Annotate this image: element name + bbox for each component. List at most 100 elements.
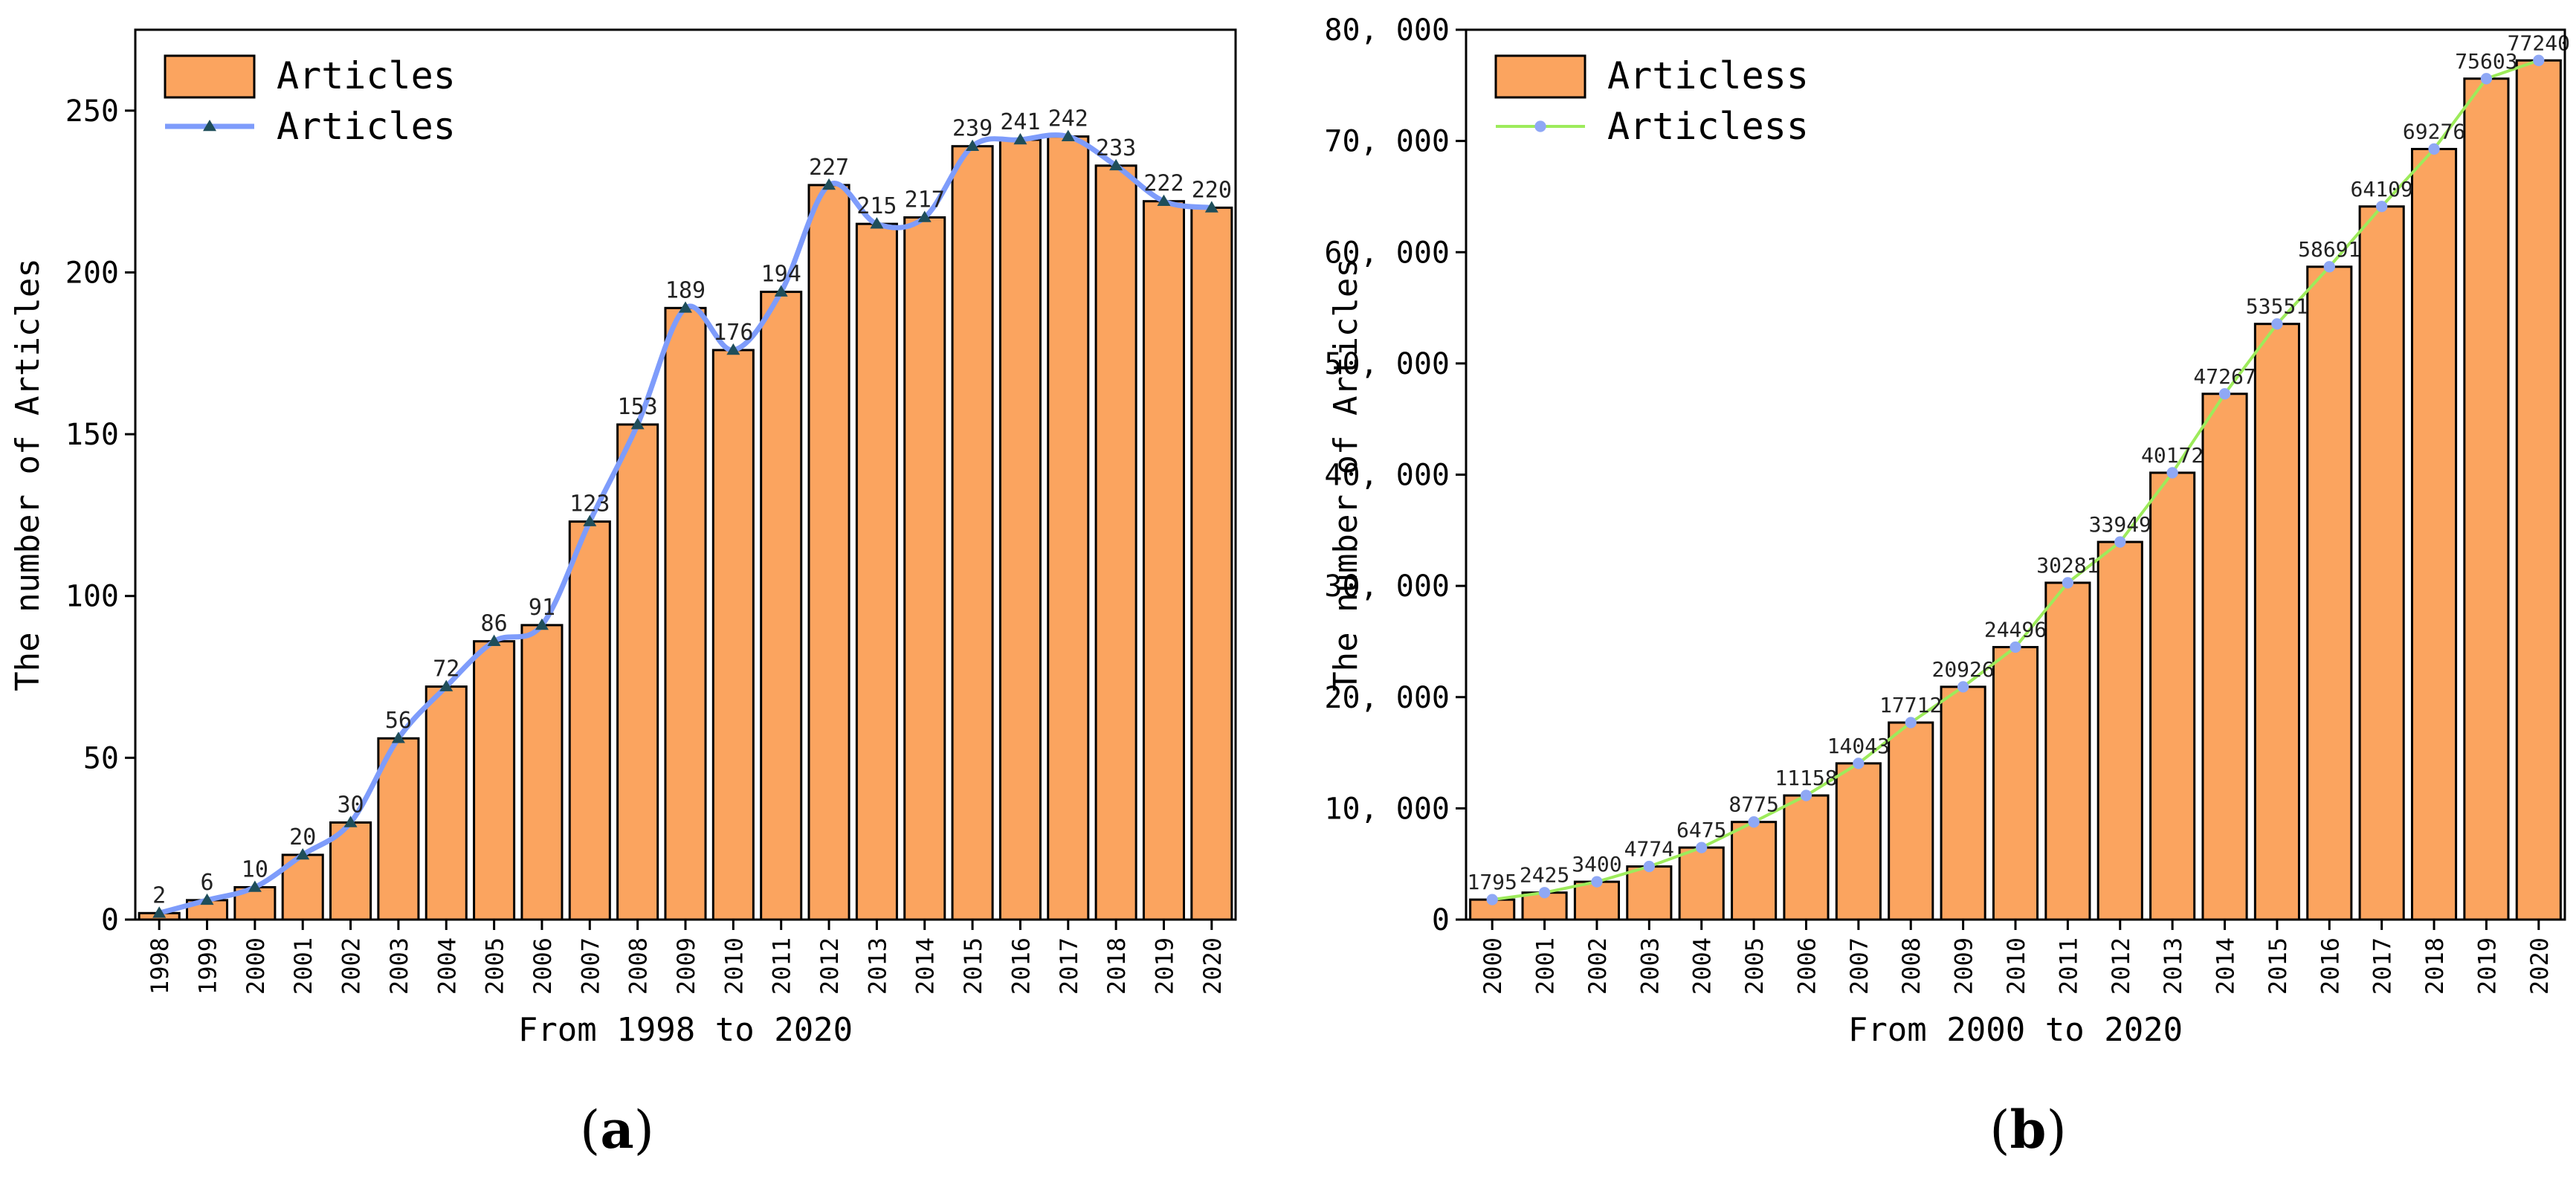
chart-a-x-tick-label: 2017 (1055, 937, 1083, 995)
chart-b-data-label-2002: 3400 (1572, 852, 1621, 876)
chart-b-marker-2020 (2533, 54, 2545, 66)
chart-b-bar-2018 (2410, 147, 2458, 921)
chart-b-data-label-2007: 14043 (1827, 734, 1890, 758)
chart-a-bar-2005 (473, 640, 516, 921)
chart-b-y-axis-label: The number of Articles (1327, 258, 1365, 691)
panel-label-b-letter: b (2010, 1099, 2047, 1160)
chart-b-bar-2010 (1992, 645, 2039, 921)
chart-a-x-tick-label: 2015 (959, 937, 987, 995)
chart-a-x-tick-label: 2000 (242, 937, 270, 995)
chart-a-data-label-2007: 123 (569, 491, 610, 517)
chart-a-bar-2008 (616, 423, 659, 921)
chart-a-x-tick-label: 2006 (529, 937, 557, 995)
chart-b-marker-2009 (1957, 681, 1969, 693)
chart-b-data-label-2019: 75603 (2455, 49, 2517, 74)
chart-b-x-tick-label: 2009 (1950, 937, 1978, 995)
chart-b-legend-bar-swatch (1494, 54, 1586, 99)
chart-b-bar-2005 (1731, 821, 1778, 921)
chart-a-bar-2013 (855, 222, 898, 921)
chart-a-marker-2005 (487, 634, 501, 646)
chart-a-marker-2008 (630, 418, 645, 430)
chart-a-y-tick-label: 0 (101, 903, 119, 937)
chart-a-data-label-2019: 222 (1143, 171, 1184, 197)
chart-b-x-tick-label: 2012 (2107, 937, 2135, 995)
chart-a-x-tick-label: 2010 (720, 937, 748, 995)
chart-a-y-axis-label: The number of Articles (9, 258, 47, 691)
chart-a-data-label-2008: 153 (618, 394, 658, 420)
chart-b-data-label-2008: 17712 (1879, 693, 1942, 717)
chart-b-data-label-2012: 33949 (2089, 512, 2151, 537)
chart-b-marker-2004 (1696, 842, 1708, 853)
chart-a-data-label-2018: 233 (1096, 135, 1136, 161)
chart-b-legend-line-label: Articless (1607, 105, 1809, 148)
chart-a-x-tick-label: 2007 (576, 937, 604, 995)
chart-a-x-tick-label: 1999 (194, 937, 222, 995)
chart-a-marker-2000 (248, 880, 262, 892)
chart-a-data-label-2010: 176 (713, 320, 753, 346)
chart-b-bar-2007 (1835, 762, 1882, 921)
chart-a-marker-1999 (200, 893, 214, 905)
chart-b-marker-2000 (1486, 894, 1498, 905)
chart-a-bar-2018 (1094, 164, 1137, 921)
chart-b-marker-2018 (2428, 143, 2440, 155)
chart-a-bar-2015 (951, 145, 994, 921)
chart-b-marker-2001 (1538, 887, 1551, 899)
chart-b-y-tick-label: 60, 000 (1324, 236, 1450, 270)
chart-a-marker-2020 (1204, 201, 1218, 213)
chart-a-legend-bar-swatch (164, 54, 256, 99)
chart-b-marker-2017 (2376, 201, 2388, 213)
chart-b-x-axis-label: From 2000 to 2020 (1848, 1011, 2183, 1049)
chart-a-x-tick-label: 1998 (146, 937, 174, 995)
chart-a-data-label-2002: 30 (338, 792, 364, 818)
chart-a-bar-2017 (1047, 135, 1090, 921)
chart-b-marker-2005 (1748, 816, 1760, 828)
chart-b-data-label-2017: 64109 (2351, 177, 2413, 201)
chart-b-marker-2007 (1853, 758, 1865, 769)
chart-a-data-label-2009: 189 (665, 277, 706, 303)
chart-a-marker-2004 (439, 679, 453, 691)
chart-a-x-tick-label: 2009 (672, 937, 700, 995)
chart-b-y-tick-label: 10, 000 (1324, 792, 1450, 826)
chart-a-data-label-2016: 241 (1000, 109, 1040, 135)
chart-b-x-tick-label: 2001 (1531, 937, 1560, 995)
chart-b-x-tick-label: 2011 (2054, 937, 2082, 995)
chart-b-x-tick-label: 2005 (1740, 937, 1769, 995)
chart-a-legend-line-label: Articles (277, 105, 456, 148)
panel-label-a: (a) (580, 1099, 654, 1160)
chart-a-x-tick-label: 2002 (338, 937, 366, 995)
chart-a-data-label-2005: 86 (481, 611, 508, 637)
panel-label-a-letter: a (600, 1099, 634, 1160)
chart-b-x-tick-label: 2013 (2159, 937, 2187, 995)
chart-b-y-tick-label: 50, 000 (1324, 347, 1450, 381)
chart-b-marker-2010 (2010, 641, 2021, 653)
chart-a-bar-2009 (664, 306, 707, 921)
chart-a-marker-2011 (774, 285, 788, 297)
chart-b-y-tick-label: 30, 000 (1324, 569, 1450, 604)
chart-b-marker-2002 (1591, 876, 1603, 888)
chart-b-bar-2004 (1678, 846, 1725, 921)
chart-a-x-tick-label: 2004 (433, 937, 461, 995)
chart-b-bar-2016 (2306, 265, 2353, 921)
chart-b-x-tick-label: 2000 (1479, 937, 1507, 995)
chart-a-marker-2014 (917, 210, 932, 222)
chart-a-data-label-2014: 217 (905, 187, 945, 213)
chart-a-y-tick-label: 100 (65, 580, 119, 614)
chart-a-marker-2019 (1157, 194, 1171, 206)
chart-b-data-label-2016: 58691 (2298, 237, 2360, 262)
chart-a-marker-2009 (679, 301, 692, 313)
chart-a-data-label-2015: 239 (952, 116, 992, 142)
chart-a-data-label-2003: 56 (385, 708, 412, 734)
chart-b-y-tick-label: 0 (1432, 903, 1450, 937)
chart-a-bar-2014 (903, 216, 946, 921)
chart-a-y-tick-label: 250 (65, 94, 119, 129)
chart-b-data-label-2000: 1795 (1467, 870, 1517, 894)
chart-a-x-tick-label: 2008 (624, 937, 653, 995)
chart-b-data-label-2014: 47267 (2193, 364, 2256, 389)
chart-b-y-tick-label: 70, 000 (1324, 125, 1450, 159)
chart-b-x-tick-label: 2003 (1636, 937, 1664, 995)
chart-b-data-label-2003: 4774 (1624, 837, 1674, 862)
chart-b-bar-2003 (1626, 865, 1673, 921)
chart-b-x-tick-label: 2008 (1897, 937, 1925, 995)
chart-a-marker-2001 (296, 847, 310, 860)
